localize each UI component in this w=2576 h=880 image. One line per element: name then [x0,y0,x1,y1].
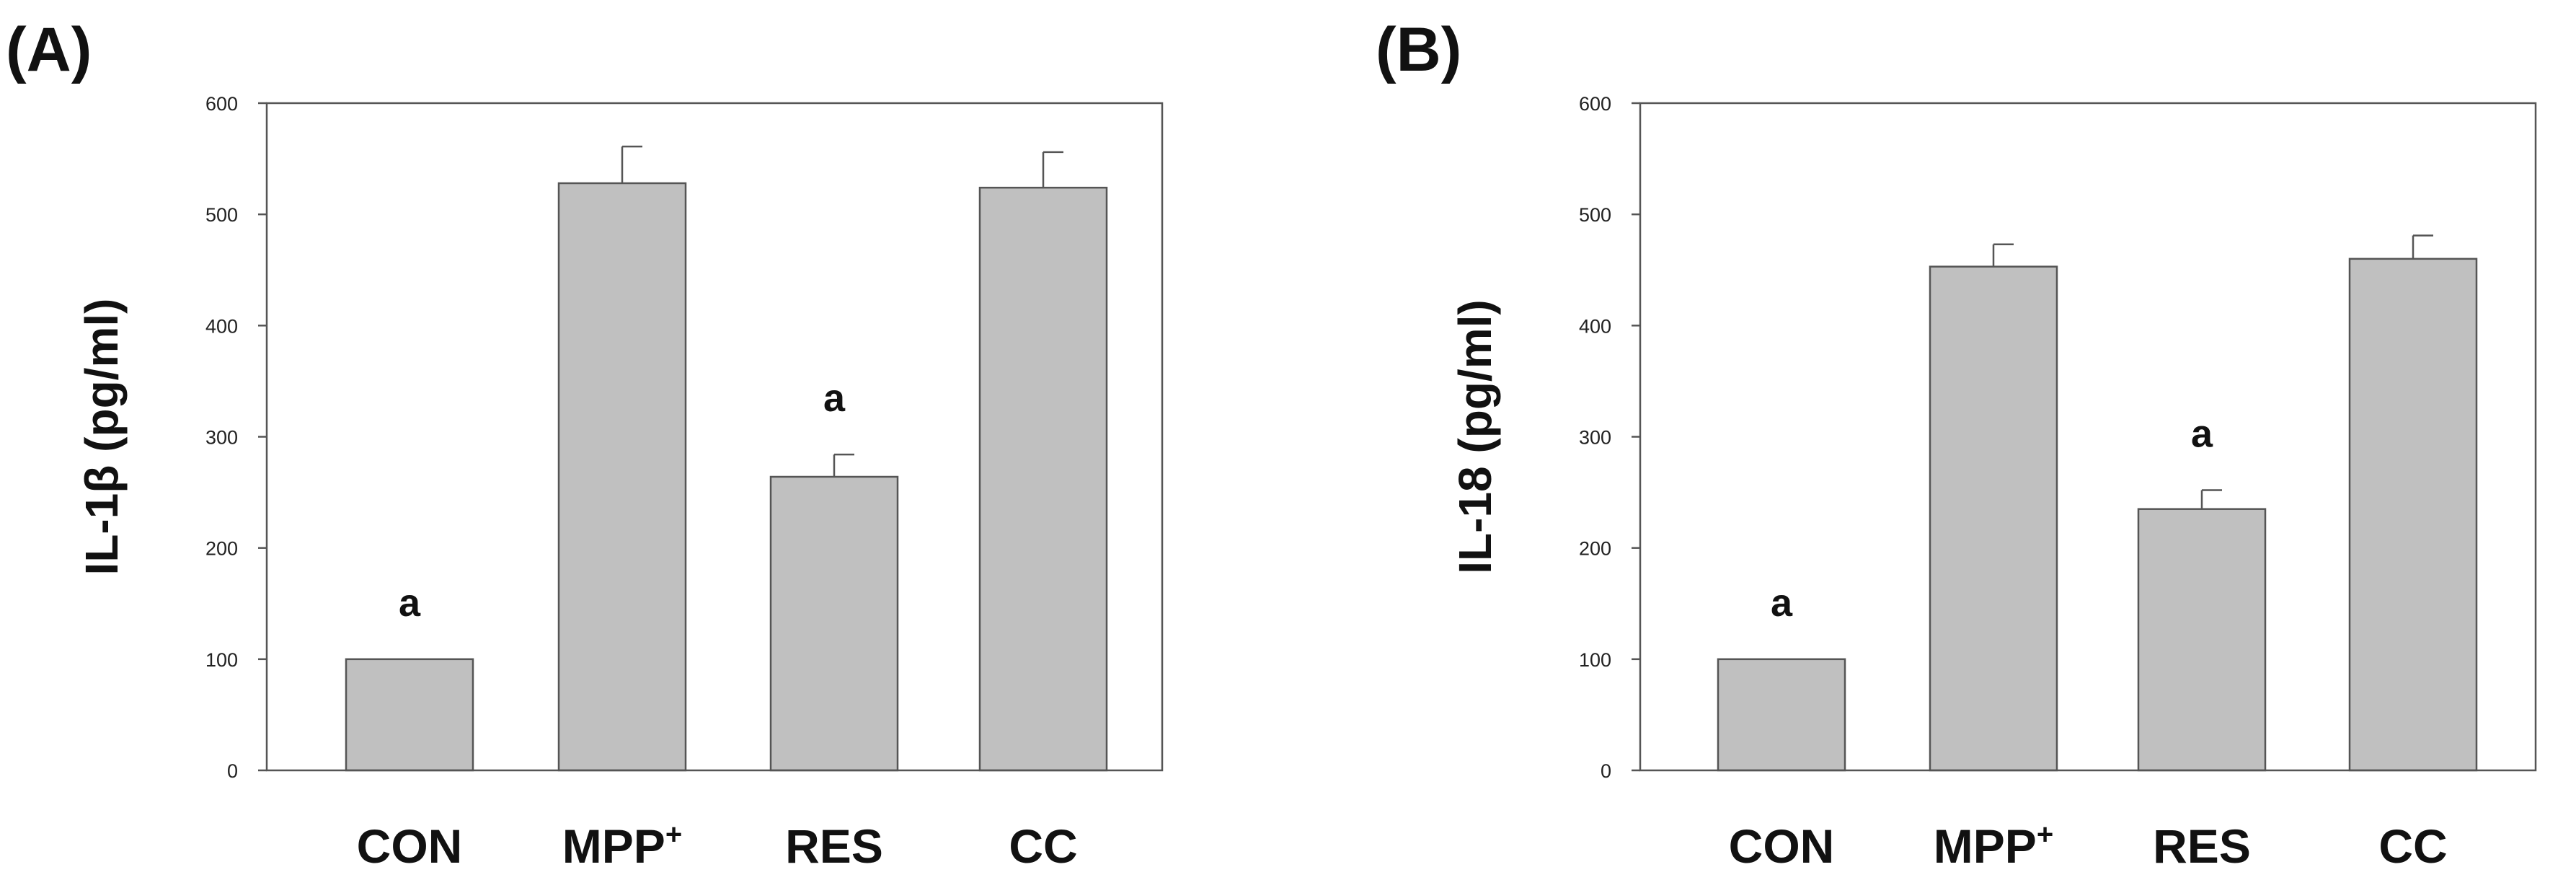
x-tick-label-res: RES [785,819,883,873]
bar-con [1717,658,1846,772]
y-tick-label: 100 [205,649,238,671]
x-tick-label-mpp: MPP+ [562,819,682,873]
error-bar-res [2200,489,2222,509]
bar-res [769,475,899,772]
significance-label: a [2191,413,2213,456]
y-axis-label: IL-18 (pg/ml) [1449,299,1501,573]
error-bar-res [833,453,854,477]
y-tick-label: 0 [227,760,238,782]
y-tick-label: 200 [205,538,238,560]
chart-panel-a: (A) IL-1β (pg/ml) a CON MPP+ a RES CC 0 100 200 300… [6,15,1164,873]
error-bar-mpp [621,145,642,183]
panel-label: (B) [1376,15,1461,84]
y-axis-label: IL-1β (pg/ml) [76,299,128,576]
x-tick-label-mpp: MPP+ [1934,819,2053,873]
panel-label: (A) [6,15,92,84]
y-tick-label: 300 [1579,427,1611,449]
y-tick-label: 600 [1579,93,1611,115]
significance-label: a [823,377,846,420]
y-tick-label: 100 [1579,649,1611,671]
y-tick-label: 600 [205,93,238,115]
x-tick-label-con: CON [357,819,463,873]
bar-cc [978,186,1108,772]
y-tick-label: 500 [1579,204,1611,226]
chart-panel-b: (B) IL-18 (pg/ml) a CON MPP+ a RES CC 0 100 200 300… [1376,15,2537,873]
y-tick-label: 400 [205,315,238,337]
bar-mpp [1929,265,2058,772]
y-tick-label: 0 [1601,760,1611,782]
x-tick-label-res: RES [2153,819,2251,873]
bar-con [345,658,474,772]
y-tick-label: 500 [205,204,238,226]
bar-res [2137,508,2267,772]
x-tick-label-cc: CC [2378,819,2447,873]
significance-label: a [399,581,421,625]
x-tick-label-con: CON [1729,819,1835,873]
error-bar-cc [2412,234,2433,259]
bar-mpp [557,182,687,772]
significance-label: a [1771,581,1793,625]
error-bar-cc [1042,151,1063,188]
bar-cc [2348,258,2478,772]
y-tick-label: 300 [205,427,238,449]
x-tick-label-cc: CC [1009,819,1077,873]
error-bar-mpp [1992,243,2014,267]
y-tick-label: 200 [1579,538,1611,560]
y-tick-label: 400 [1579,315,1611,337]
